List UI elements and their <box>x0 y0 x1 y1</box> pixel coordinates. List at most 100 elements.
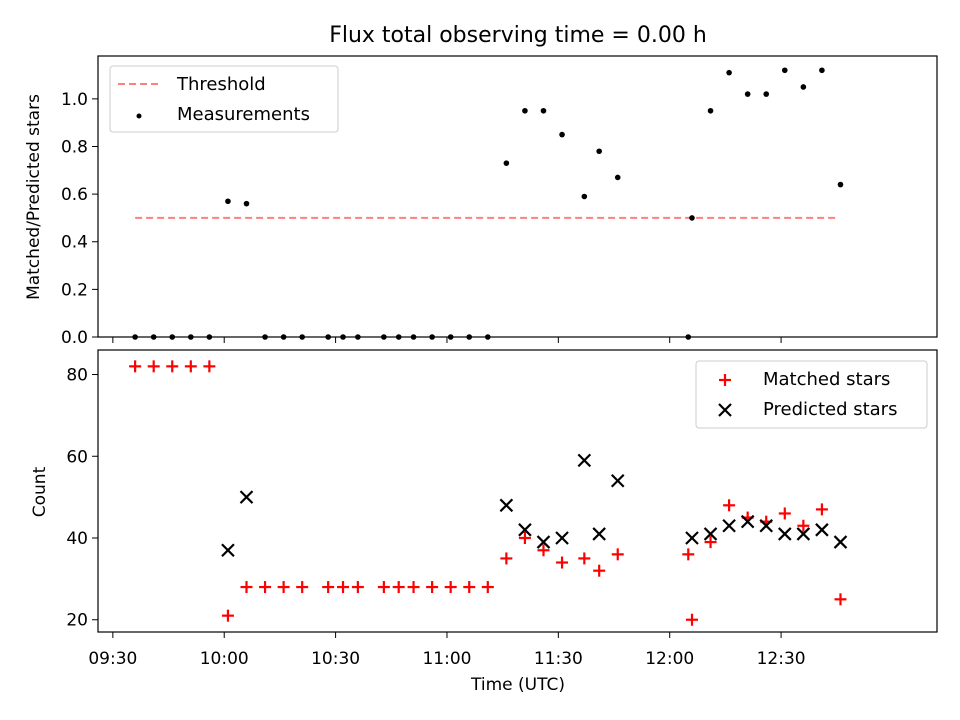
predicted-star-marker <box>518 523 532 537</box>
predicted-marker-stroke-b <box>703 527 718 541</box>
top-y-axis-label: Matched/Predicted stars <box>24 94 44 300</box>
bottom-y-tick-label: 20 <box>66 611 88 631</box>
top-legend-box <box>109 65 339 133</box>
measurement-point <box>763 91 770 97</box>
measurement-point <box>726 69 732 76</box>
predicted-marker-stroke-b <box>722 518 736 533</box>
bottom-x-tick-label: 10:00 <box>200 649 249 669</box>
measurement-point <box>581 193 588 200</box>
legend-measurements-label: Measurements <box>177 104 310 125</box>
matched-star-marker <box>815 503 828 516</box>
predicted-star-marker <box>833 535 848 549</box>
legend-measurements-marker <box>136 113 142 119</box>
matched-star-marker <box>277 581 290 594</box>
top-y-tick-label: 0.6 <box>61 185 88 205</box>
predicted-marker-stroke-b <box>685 531 699 545</box>
bottom-y-ticks: 20 40 60 80 <box>66 366 98 631</box>
predicted-star-marker <box>536 535 551 549</box>
bottom-axes-frame <box>97 349 938 633</box>
predicted-star-marker <box>759 518 774 533</box>
predicted-marker-stroke-b <box>555 531 569 545</box>
matched-star-marker <box>481 581 494 594</box>
predicted-marker-stroke-b <box>221 543 235 558</box>
measurement-point <box>837 181 844 188</box>
top-plot-area <box>132 67 844 340</box>
measurement-point <box>559 131 565 138</box>
bottom-y-axis-label: Count <box>30 466 50 517</box>
matched-star-marker <box>723 499 736 512</box>
matched-star-marker <box>166 360 179 373</box>
top-axes-frame <box>97 55 938 338</box>
matched-star-marker <box>556 556 569 569</box>
matched-star-marker <box>377 581 390 594</box>
matched-star-marker <box>704 536 717 549</box>
bottom-y-tick-label: 60 <box>66 447 88 467</box>
predicted-marker-stroke-b <box>239 490 254 504</box>
top-y-tick-label: 0.4 <box>61 233 88 253</box>
matched-star-marker <box>682 548 695 561</box>
matched-star-marker <box>426 581 439 594</box>
matched-star-marker <box>203 360 216 373</box>
top-y-ticks: 0.0 0.2 0.4 0.6 0.8 1.0 <box>61 90 98 348</box>
measurement-point <box>689 215 695 221</box>
predicted-star-marker <box>815 523 829 537</box>
bottom-x-tick-label: 10:30 <box>311 649 360 669</box>
matched-star-marker <box>129 360 142 373</box>
predicted-star-marker <box>796 527 811 541</box>
measurement-point <box>540 107 547 114</box>
top-y-tick-label: 0.0 <box>61 328 88 348</box>
predicted-marker-stroke-b <box>577 453 592 468</box>
measurement-point <box>596 148 602 155</box>
top-legend: Threshold Measurements <box>109 65 339 133</box>
predicted-marker-stroke-b <box>796 527 811 541</box>
predicted-marker-stroke-b <box>536 535 551 549</box>
predicted-star-marker <box>722 518 736 533</box>
measurement-point <box>225 198 231 205</box>
bottom-y-tick-label: 40 <box>66 529 88 549</box>
matched-star-marker <box>407 581 420 594</box>
measurement-point <box>744 91 751 97</box>
matched-star-marker <box>444 581 457 594</box>
matched-star-marker <box>518 532 531 544</box>
legend-predicted-label: Predicted stars <box>763 399 897 420</box>
bottom-x-tick-label: 12:00 <box>645 649 694 669</box>
matched-star-marker <box>834 593 847 606</box>
measurement-point <box>522 107 528 114</box>
predicted-star-marker <box>555 531 569 545</box>
bottom-panel: 20 40 60 80 09:30 10:00 10:30 11:00 11:30 12:00 1… <box>30 349 938 695</box>
matched-star-marker <box>240 581 253 594</box>
top-y-tick-label: 0.2 <box>61 280 88 300</box>
top-y-tick-label: 1.0 <box>61 90 88 110</box>
predicted-star-marker <box>740 514 755 529</box>
predicted-star-marker <box>221 543 235 558</box>
predicted-marker-stroke-b <box>778 527 792 541</box>
matched-star-marker <box>500 552 513 565</box>
bottom-plot-area <box>129 360 848 626</box>
matched-star-marker <box>337 581 350 594</box>
matched-star-marker <box>537 544 550 557</box>
measurement-point <box>800 84 807 90</box>
predicted-star-marker <box>239 490 254 504</box>
matched-star-marker <box>797 519 810 532</box>
matched-star-marker <box>593 564 606 577</box>
top-x-ticks <box>112 337 782 343</box>
legend-matched-label: Matched stars <box>763 369 890 390</box>
bottom-x-axis-label: Time (UTC) <box>470 675 565 695</box>
matched-star-marker <box>147 360 160 373</box>
legend-threshold-label: Threshold <box>176 74 266 95</box>
predicted-marker-stroke-b <box>518 523 532 537</box>
legend-matched-marker <box>719 374 731 386</box>
bottom-legend: Matched stars Predicted stars <box>695 360 928 429</box>
predicted-marker-stroke-b <box>610 474 625 488</box>
matched-star-marker <box>578 552 591 565</box>
matched-star-marker <box>221 609 234 622</box>
predicted-star-marker <box>685 531 699 545</box>
bottom-x-tick-label: 09:30 <box>88 649 137 669</box>
predicted-star-marker <box>499 498 514 513</box>
predicted-marker-stroke-b <box>833 535 848 549</box>
legend-predicted-marker <box>718 403 732 417</box>
matched-star-marker <box>351 581 364 594</box>
top-panel: Flux total observing time = 0.00 h 0.00.… <box>24 23 938 348</box>
bottom-x-tick-label: 11:30 <box>534 649 583 669</box>
matched-star-marker <box>611 548 624 561</box>
